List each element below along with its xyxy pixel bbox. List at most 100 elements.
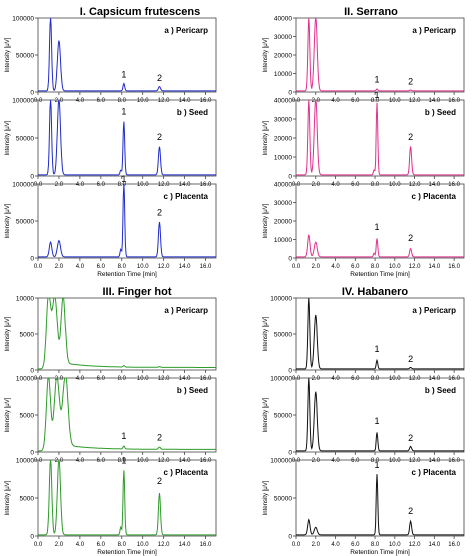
x-tick-label: 16.0 xyxy=(200,376,212,382)
x-tick-label: 2.0 xyxy=(312,182,321,188)
sample-label: c ) Placenta xyxy=(164,468,209,477)
x-tick-label: 2.0 xyxy=(312,542,321,548)
sample-label: a ) Pericarp xyxy=(412,306,456,315)
peak-label-2: 2 xyxy=(408,233,413,243)
x-tick-label: 8.0 xyxy=(118,376,127,382)
y-tick-label: 0 xyxy=(288,90,292,97)
y-tick-label: 0 xyxy=(288,450,292,457)
x-tick-label: 2.0 xyxy=(55,376,64,382)
x-tick-label: 14.0 xyxy=(429,98,441,104)
chromatogram-trace xyxy=(296,377,464,452)
x-tick-label: 8.0 xyxy=(371,542,380,548)
panel-banner-II: II. Serrano xyxy=(344,6,398,18)
chromatogram-trace xyxy=(38,183,216,258)
y-tick-label: 20000 xyxy=(274,53,292,60)
x-tick-label: 12.0 xyxy=(409,542,421,548)
y-tick-label: 100000 xyxy=(270,376,292,383)
x-tick-label: 12.0 xyxy=(409,182,421,188)
x-tick-label: 12.0 xyxy=(158,542,170,548)
y-tick-label: 10000 xyxy=(274,71,292,78)
x-tick-label: 8.0 xyxy=(118,182,127,188)
x-tick-label: 14.0 xyxy=(429,542,441,548)
y-tick-label: 0 xyxy=(288,174,292,181)
peak-label-2: 2 xyxy=(157,73,162,83)
x-tick-label: 4.0 xyxy=(331,376,340,382)
x-tick-label: 12.0 xyxy=(409,376,421,382)
x-tick-label: 2.0 xyxy=(312,458,321,464)
peak-label-2: 2 xyxy=(408,354,413,364)
x-tick-label: 2.0 xyxy=(55,264,64,270)
chromatogram-trace xyxy=(38,297,216,370)
y-tick-label: 0 xyxy=(288,256,292,263)
y-axis-label: Intensity [μV] xyxy=(263,37,269,72)
y-tick-label: 40000 xyxy=(274,182,292,189)
x-tick-label: 16.0 xyxy=(448,98,460,104)
peak-label-1: 1 xyxy=(375,460,380,470)
y-tick-label: 100000 xyxy=(12,98,34,105)
y-tick-label: 100000 xyxy=(12,16,34,23)
sample-label: a ) Pericarp xyxy=(164,26,208,35)
chromatogram-trace xyxy=(38,99,216,176)
peak-label-1: 1 xyxy=(375,344,380,354)
x-tick-label: 6.0 xyxy=(97,542,106,548)
peak-label-1: 1 xyxy=(121,431,126,441)
y-tick-label: 0 xyxy=(30,90,34,97)
x-tick-label: 14.0 xyxy=(179,264,191,270)
x-tick-label: 6.0 xyxy=(97,98,106,104)
y-tick-label: 0 xyxy=(288,368,292,375)
x-tick-label: 8.0 xyxy=(371,182,380,188)
x-tick-label: 8.0 xyxy=(371,264,380,270)
sample-label: c ) Placenta xyxy=(412,192,457,201)
y-tick-label: 10000 xyxy=(274,237,292,244)
panel-banner-IV: IV. Habanero xyxy=(341,286,409,298)
x-tick-label: 16.0 xyxy=(200,98,212,104)
peak-label-2: 2 xyxy=(408,132,413,142)
x-tick-label: 4.0 xyxy=(331,458,340,464)
y-tick-label: 20000 xyxy=(274,219,292,226)
y-axis-label: Intensity [μV] xyxy=(263,480,269,515)
chromatogram-trace xyxy=(38,377,216,452)
x-tick-label: 14.0 xyxy=(179,542,191,548)
x-axis-label: Retention Time [min] xyxy=(350,549,410,556)
y-tick-label: 40000 xyxy=(274,16,292,23)
x-tick-label: 8.0 xyxy=(118,458,127,464)
peak-label-2: 2 xyxy=(157,476,162,486)
y-tick-label: 30000 xyxy=(274,200,292,207)
x-tick-label: 4.0 xyxy=(76,458,85,464)
y-axis-label: Intensity [μV] xyxy=(263,203,269,238)
y-axis-label: Intensity [μV] xyxy=(5,316,11,351)
x-tick-label: 12.0 xyxy=(158,376,170,382)
y-tick-label: 10000 xyxy=(16,458,34,465)
x-tick-label: 16.0 xyxy=(448,264,460,270)
x-tick-label: 6.0 xyxy=(97,458,106,464)
y-tick-label: 30000 xyxy=(274,34,292,41)
x-tick-label: 10.0 xyxy=(137,376,149,382)
peak-label-1: 1 xyxy=(121,107,126,117)
y-tick-label: 20000 xyxy=(274,136,292,143)
x-tick-label: 4.0 xyxy=(331,182,340,188)
x-tick-label: 14.0 xyxy=(429,264,441,270)
x-tick-label: 12.0 xyxy=(158,98,170,104)
x-tick-label: 8.0 xyxy=(118,98,127,104)
x-tick-label: 14.0 xyxy=(179,458,191,464)
y-tick-label: 100000 xyxy=(270,296,292,303)
peak-label-2: 2 xyxy=(157,432,162,442)
y-axis-label: Intensity [μV] xyxy=(5,397,11,432)
chromatogram-trace xyxy=(38,17,216,92)
x-tick-label: 8.0 xyxy=(371,458,380,464)
y-axis-label: Intensity [μV] xyxy=(263,120,269,155)
x-tick-label: 10.0 xyxy=(389,98,401,104)
peak-label-2: 2 xyxy=(408,506,413,516)
sample-label: b ) Seed xyxy=(425,108,456,117)
peak-label-1: 1 xyxy=(375,75,380,85)
x-tick-label: 2.0 xyxy=(312,264,321,270)
y-tick-label: 100000 xyxy=(12,182,34,189)
x-tick-label: 6.0 xyxy=(351,264,360,270)
panel-banner-III: III. Finger hot xyxy=(102,286,172,298)
x-tick-label: 16.0 xyxy=(448,458,460,464)
x-tick-label: 16.0 xyxy=(448,376,460,382)
chromatogram-trace xyxy=(296,99,464,176)
chromatogram-trace xyxy=(296,297,464,370)
